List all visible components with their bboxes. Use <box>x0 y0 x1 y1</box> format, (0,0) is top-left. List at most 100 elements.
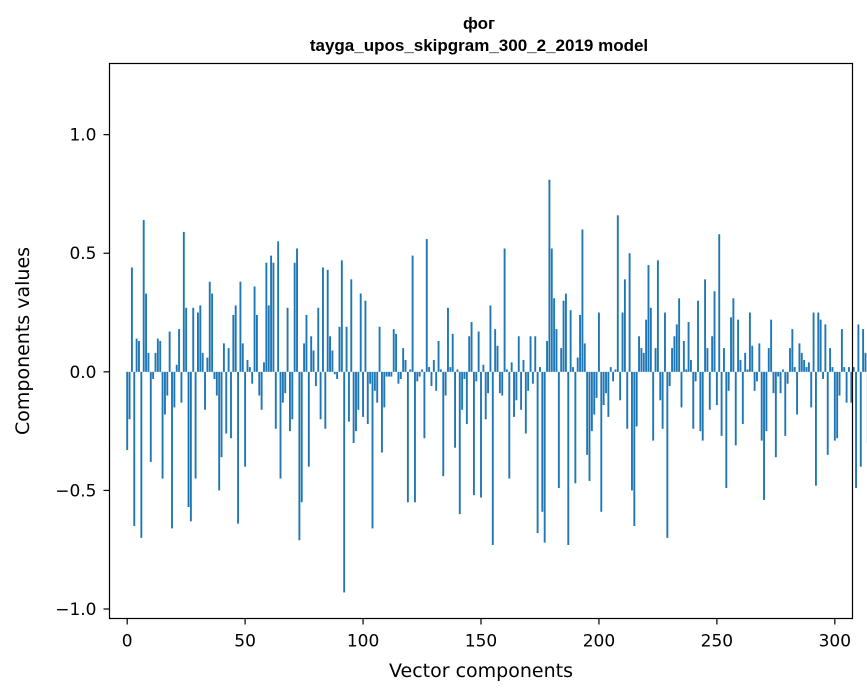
bar-223 <box>652 371 655 441</box>
bar-105 <box>373 371 376 391</box>
bar-29 <box>194 371 197 479</box>
bar-65 <box>279 371 282 479</box>
y-tick-label: −0.5 <box>55 481 96 501</box>
bar-137 <box>449 367 452 372</box>
bar-115 <box>397 371 400 384</box>
bar-294 <box>819 319 822 372</box>
bar-192 <box>579 314 582 372</box>
bar-155 <box>491 371 494 545</box>
bar-150 <box>480 371 482 498</box>
bar-286 <box>800 352 803 372</box>
bar-272 <box>767 348 770 372</box>
bar-171 <box>529 336 532 372</box>
bar-183 <box>557 371 560 489</box>
bar-88 <box>333 371 336 375</box>
bar-232 <box>673 336 676 372</box>
bar-260 <box>739 359 742 372</box>
bar-39 <box>218 371 221 491</box>
bar-195 <box>586 371 589 455</box>
bar-205 <box>609 367 612 372</box>
bar-43 <box>227 348 230 372</box>
bar-308 <box>852 367 855 372</box>
bar-23 <box>180 371 183 403</box>
bar-119 <box>406 371 409 503</box>
bar-278 <box>781 369 784 372</box>
bar-98 <box>357 371 360 410</box>
bar-182 <box>555 329 558 372</box>
bar-5 <box>138 341 140 372</box>
bar-90 <box>338 326 341 372</box>
bar-254 <box>725 371 728 489</box>
bar-226 <box>659 371 662 401</box>
y-tick-label: 1.0 <box>69 126 96 146</box>
bar-56 <box>258 371 261 396</box>
bar-92 <box>343 371 346 593</box>
bar-186 <box>564 293 567 372</box>
bar-220 <box>645 319 648 372</box>
bar-141 <box>458 371 461 515</box>
bar-66 <box>281 371 284 403</box>
bar-301 <box>836 371 839 439</box>
bar-215 <box>633 371 636 526</box>
bar-176 <box>541 371 544 512</box>
bar-285 <box>798 343 801 372</box>
bar-293 <box>817 312 820 372</box>
bar-37 <box>213 371 216 379</box>
bar-114 <box>395 333 398 372</box>
bar-297 <box>826 371 829 455</box>
bar-200 <box>597 312 600 372</box>
bar-25 <box>185 307 188 372</box>
bar-279 <box>784 371 787 436</box>
bar-62 <box>272 262 275 372</box>
x-axis-ticks: 0 50 100 150 200 250 300 <box>122 618 851 652</box>
bar-44 <box>230 371 232 439</box>
bar-67 <box>284 371 287 394</box>
bar-159 <box>501 371 504 396</box>
bar-41 <box>222 343 225 372</box>
bar-252 <box>720 371 723 436</box>
bar-257 <box>732 298 735 372</box>
bar-143 <box>463 371 466 379</box>
bar-238 <box>687 322 690 372</box>
bar-54 <box>253 286 256 372</box>
bar-106 <box>376 371 379 403</box>
bar-27 <box>189 371 192 522</box>
bar-154 <box>489 305 492 372</box>
bar-133 <box>439 369 442 372</box>
bar-80 <box>314 371 317 387</box>
bar-180 <box>550 248 553 372</box>
bar-136 <box>447 307 449 372</box>
bar-1 <box>128 371 131 420</box>
bar-277 <box>779 371 782 394</box>
bar-259 <box>737 319 740 372</box>
bar-69 <box>289 371 291 432</box>
bar-237 <box>685 369 688 372</box>
bar-173 <box>534 336 537 372</box>
bar-4 <box>135 338 138 372</box>
bar-42 <box>225 371 228 434</box>
bar-47 <box>237 371 239 524</box>
bar-211 <box>623 279 626 372</box>
bar-228 <box>664 312 666 372</box>
bar-20 <box>173 371 176 408</box>
bar-97 <box>355 371 357 432</box>
bar-64 <box>277 241 280 372</box>
bar-303 <box>840 329 843 372</box>
bar-95 <box>350 279 353 372</box>
bar-224 <box>654 348 657 372</box>
bar-175 <box>539 367 541 372</box>
bar-126 <box>423 371 426 439</box>
bar-165 <box>515 371 518 401</box>
x-tick-label: 300 <box>819 632 851 652</box>
bar-0 <box>126 371 129 451</box>
bar-261 <box>741 371 744 425</box>
bar-197 <box>590 371 593 432</box>
x-tick-label: 250 <box>701 632 733 652</box>
bar-202 <box>602 371 605 406</box>
bar-49 <box>241 343 244 372</box>
bar-121 <box>411 255 414 372</box>
bar-289 <box>807 362 810 372</box>
bar-282 <box>791 329 794 372</box>
bar-127 <box>425 239 428 372</box>
bar-84 <box>324 371 327 429</box>
